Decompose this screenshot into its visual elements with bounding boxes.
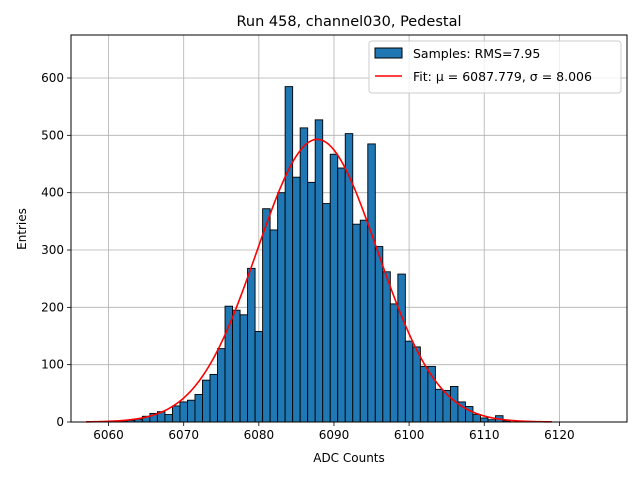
x-tick-label-3: 6090 [319,428,350,442]
histogram-bar [337,167,346,423]
x-tick-label-1: 6070 [168,428,199,442]
y-axis-label: Entries [15,208,29,250]
histogram-bar [277,192,286,423]
histogram-bar [329,153,339,423]
histogram-bar [472,414,481,423]
histogram-bar [307,181,316,423]
histogram-bars [104,86,511,423]
histogram-bar [171,405,181,423]
legend-label-fit: Fit: μ = 6087.779, σ = 8.006 [413,69,592,84]
histogram-bar [314,119,324,423]
x-axis-label: ADC Counts [313,451,385,465]
y-tick-label-1: 100 [41,358,64,372]
x-tick-label-5: 6110 [469,428,500,442]
histogram-bar [434,388,444,423]
y-tick-label-5: 500 [41,128,64,142]
histogram-bar [404,340,414,423]
histogram-bar [382,271,391,423]
histogram-bar [389,303,399,423]
x-tick-label-2: 6080 [244,428,275,442]
histogram-bar [284,86,294,423]
legend: Samples: RMS=7.95 Fit: μ = 6087.779, σ =… [368,40,622,94]
histogram-bar [449,386,459,423]
histogram-bar [262,208,271,423]
histogram-bar [202,379,211,423]
histogram-bar [247,267,256,423]
y-tick-label-3: 300 [41,243,64,257]
histogram-bar [224,305,233,423]
histogram-bar [299,127,309,423]
y-tick-label-2: 200 [41,300,64,314]
histogram-bar [397,273,406,423]
histogram-bar [367,143,376,423]
histogram-bar [322,203,331,423]
y-tick-label-0: 0 [56,415,64,429]
plot-frame [70,34,628,423]
histogram-bar [442,390,451,423]
x-tick-label-0: 6060 [93,428,124,442]
histogram-bar [480,417,489,423]
y-tick-label-4: 400 [41,186,64,200]
fit-curve [86,138,552,423]
histogram-bar [412,346,421,423]
histogram-bar [419,365,429,423]
y-tick-label-6: 600 [41,71,64,85]
histogram-bar [359,219,369,423]
chart-title: Run 458, channel030, Pedestal [236,14,461,30]
x-tick-label-6: 6120 [544,428,575,442]
x-axis-ticks: 6060 6070 6080 6090 6100 6110 6120 [93,422,575,442]
histogram-bar [217,348,226,423]
legend-box [368,40,622,94]
x-tick-label-4: 6100 [394,428,425,442]
y-axis-ticks: 0 100 200 300 400 500 600 [41,71,71,429]
histogram-bar [209,373,218,423]
histogram-bar [232,309,241,423]
histogram-bar [374,246,384,423]
histogram-bar [292,176,301,423]
histogram-bar [239,314,249,423]
legend-swatch-samples [374,47,403,59]
histogram-bar [164,414,173,423]
histogram-bar [254,330,264,423]
histogram-bar [179,401,188,423]
histogram-bar [269,229,279,423]
histogram-bar [187,399,196,423]
histogram-bar [194,394,203,423]
legend-label-samples: Samples: RMS=7.95 [413,46,540,61]
histogram-bar [352,223,361,423]
